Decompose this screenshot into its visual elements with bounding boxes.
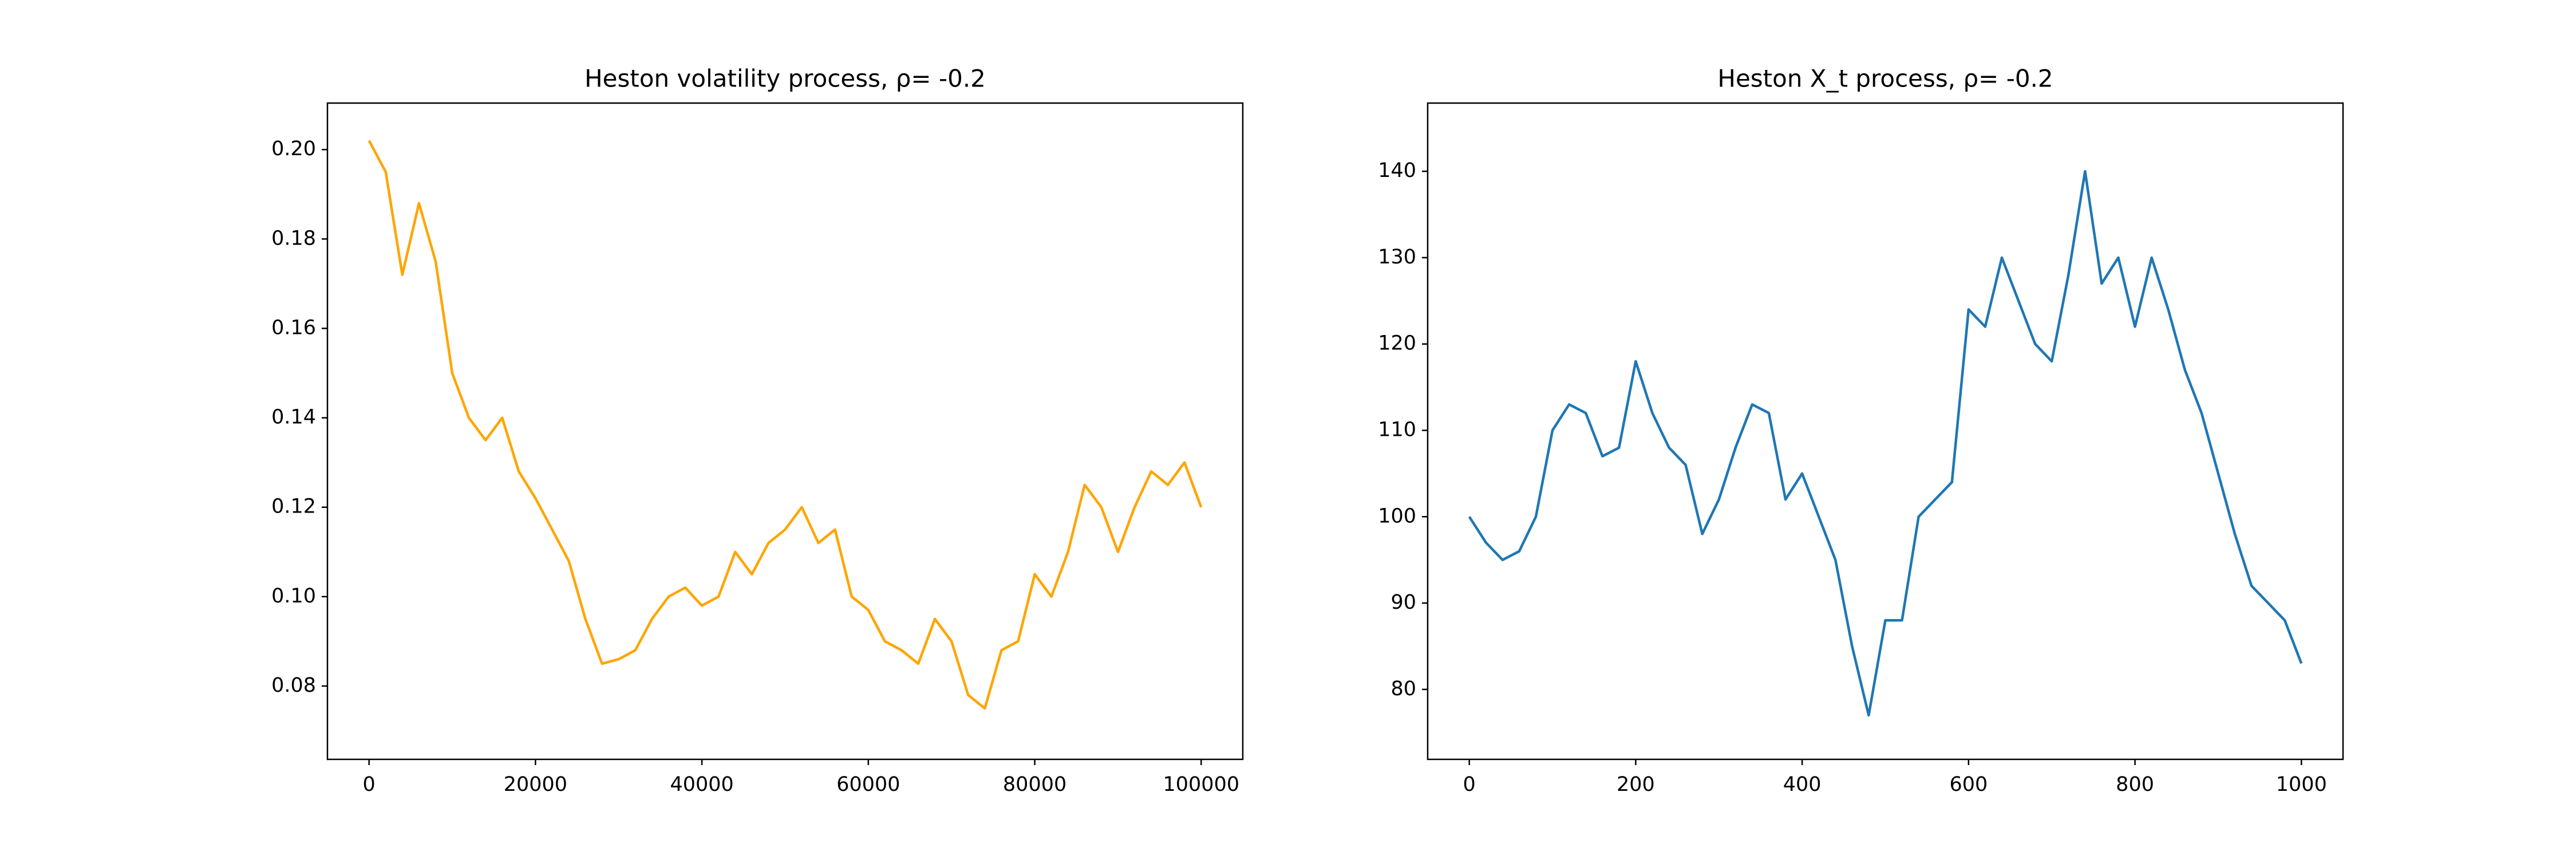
y-tick-label: 0.12 (271, 495, 316, 518)
data-line (1468, 170, 2303, 717)
y-tick-label: 110 (1378, 418, 1416, 441)
y-tick-label: 90 (1390, 591, 1416, 614)
x-tick-label: 40000 (670, 773, 733, 796)
chart-title: Heston X_t process, ρ= -0.2 (1717, 65, 2053, 93)
y-tick-label: 0.08 (271, 674, 316, 697)
x-tick-label: 20000 (504, 773, 567, 796)
y-tick-label: 0.18 (271, 227, 316, 250)
x-tick-label: 60000 (836, 773, 900, 796)
x-tick-label: 1000 (2276, 773, 2327, 796)
x-tick-label: 0 (363, 773, 376, 796)
y-tick-label: 120 (1378, 332, 1416, 355)
y-tick-label: 0.14 (271, 406, 316, 429)
x-tick-label: 600 (1949, 773, 1988, 796)
y-tick-label: 80 (1390, 677, 1416, 700)
x-tick-label: 0 (1463, 773, 1476, 796)
y-tick-label: 130 (1378, 246, 1416, 269)
x-tick-label: 200 (1617, 773, 1655, 796)
y-tick-label: 0.16 (271, 316, 316, 339)
y-tick-label: 140 (1378, 159, 1416, 182)
axes-frame (1427, 102, 2344, 761)
x-tick-label: 80000 (1003, 773, 1066, 796)
chart-title: Heston volatility process, ρ= -0.2 (584, 65, 986, 93)
x-tick-label: 400 (1783, 773, 1822, 796)
y-tick-label: 0.20 (271, 137, 316, 160)
y-tick-label: 100 (1378, 505, 1416, 527)
y-tick-label: 0.10 (271, 585, 316, 608)
data-line (368, 140, 1203, 710)
x-tick-label: 800 (2116, 773, 2154, 796)
x-tick-label: 100000 (1163, 773, 1240, 796)
axes-frame (326, 102, 1244, 761)
